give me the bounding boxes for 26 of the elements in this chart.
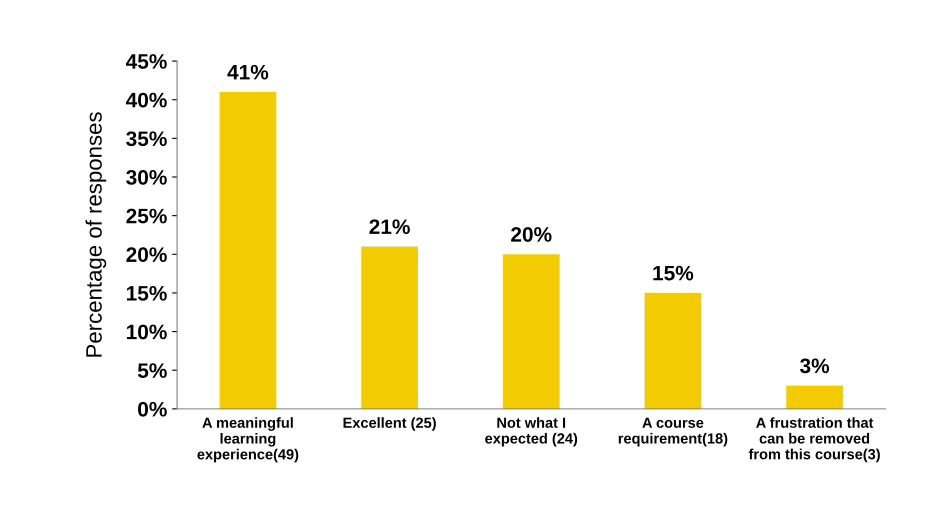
y-tick-label: 5% — [138, 363, 167, 378]
x-tick-label: A frustration that can be removed from this course(3) — [748, 417, 880, 462]
x-tick-label: A meaningful learning experience(49) — [197, 417, 298, 462]
y-tick-label: 25% — [126, 208, 167, 224]
data-label: 15% — [653, 266, 694, 280]
bar — [361, 246, 418, 409]
bar — [502, 254, 560, 409]
y-axis-title: Percentage of responses — [86, 112, 106, 357]
y-tick-label: 45% — [126, 54, 167, 69]
y-tick-label: 40% — [126, 92, 167, 108]
bar — [786, 386, 843, 409]
x-tick-label: Not what I expected (24) — [485, 417, 578, 447]
data-label: 41% — [227, 64, 268, 80]
x-tick-label: A course requirement(18) — [618, 418, 728, 447]
y-tick-label: 20% — [126, 247, 167, 262]
y-tick-label: 30% — [126, 170, 167, 185]
data-label: 21% — [369, 219, 410, 234]
y-tick-label: 10% — [126, 324, 167, 340]
data-label: 3% — [800, 358, 830, 374]
y-tick-label: 35% — [126, 131, 167, 146]
y-tick-label: 0% — [138, 402, 167, 417]
bar — [220, 92, 276, 409]
data-label: 20% — [511, 227, 552, 242]
y-tick-label: 15% — [126, 286, 167, 301]
bar — [644, 292, 702, 409]
x-tick-label: Excellent (25) — [344, 417, 436, 431]
